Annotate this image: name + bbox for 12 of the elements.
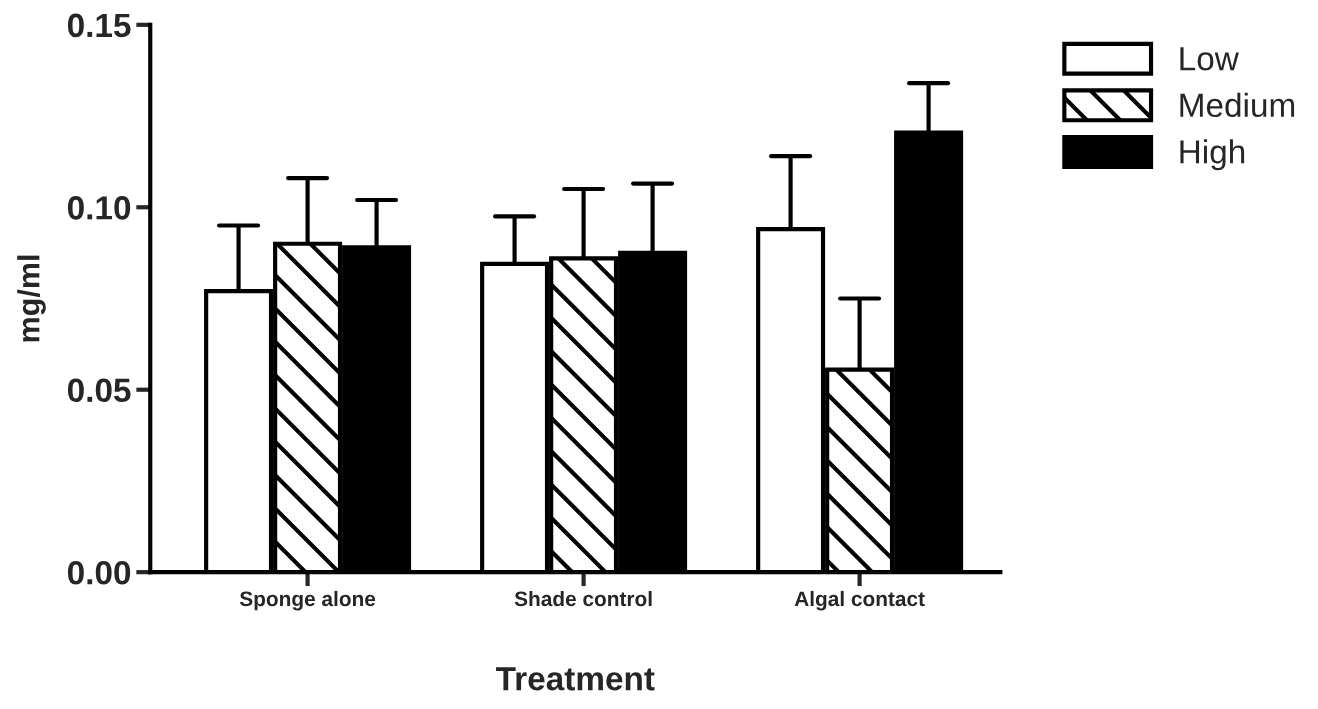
x-tick-label: Shade control: [514, 590, 652, 607]
legend-label: High: [1180, 139, 1245, 171]
y-tick-label: 0.10: [67, 196, 131, 220]
legend-label: Medium: [1180, 92, 1295, 118]
x-tick-label: Sponge alone: [239, 590, 376, 611]
x-tick-label: Algal contact: [794, 590, 925, 611]
y-tick-label: 0.05: [67, 378, 131, 403]
y-axis-title: mg/ml: [17, 255, 46, 342]
x-axis-title: Treatment: [496, 667, 655, 691]
y-tick-label: 0.00: [67, 560, 131, 585]
y-tick-label: 0.15: [67, 13, 131, 38]
legend-label: Low: [1180, 47, 1239, 71]
